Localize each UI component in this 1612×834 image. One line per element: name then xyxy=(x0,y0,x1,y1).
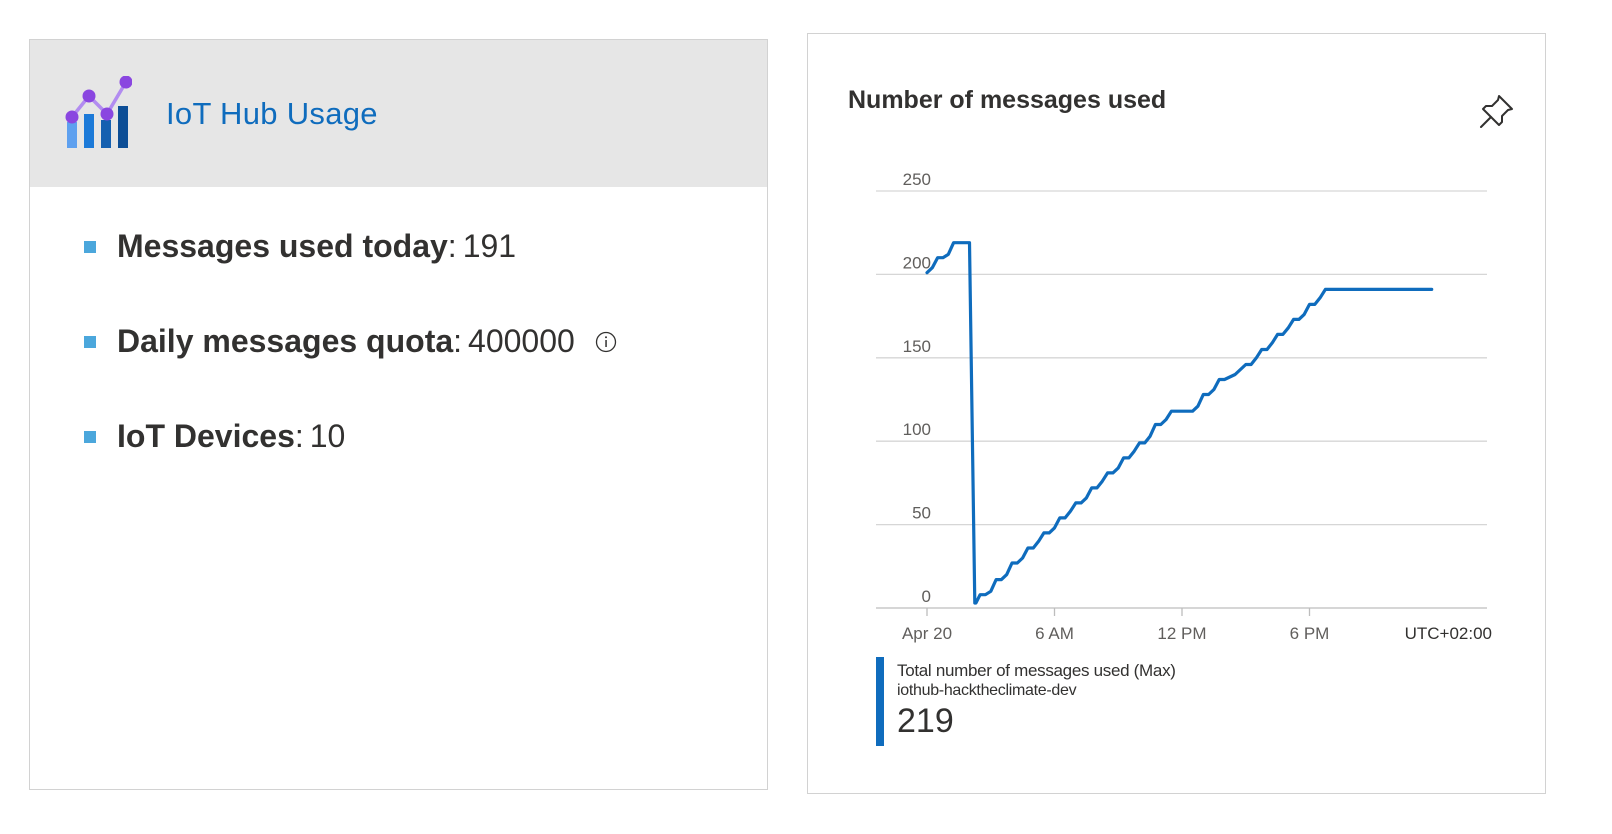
stat-label: IoT Devices xyxy=(117,418,295,454)
y-tick-label: 150 xyxy=(903,337,931,356)
chart-legend[interactable]: Total number of messages used (Max) ioth… xyxy=(876,657,1176,746)
stat-label: Messages used today xyxy=(117,228,448,264)
stat-colon: : xyxy=(294,418,304,454)
iot-hub-usage-chart-icon xyxy=(65,75,132,148)
iot-hub-usage-card: IoT Hub Usage Messages used today: 191 D… xyxy=(29,39,768,790)
stat-iot-devices: IoT Devices: 10 xyxy=(84,418,345,455)
messages-line-chart: 0 50 100 150 200 250 Apr 20 6 AM 12 PM 6 PM UTC+02… xyxy=(876,170,1492,643)
legend-value: 219 xyxy=(897,702,954,740)
y-tick-label: 250 xyxy=(903,170,931,189)
messages-chart-card[interactable]: Number of messages used 0 50 100 150 200 250 A… xyxy=(807,33,1546,794)
timezone-label: UTC+02:00 xyxy=(1405,624,1492,643)
stat-colon: : xyxy=(453,323,463,359)
stat-label: Daily messages quota xyxy=(117,323,454,359)
x-tick-label: 6 AM xyxy=(1035,624,1074,643)
bullet xyxy=(84,335,96,348)
stat-daily-messages-quota: Daily messages quota: 400000 xyxy=(84,323,617,360)
y-tick-label: 50 xyxy=(912,504,931,523)
series-line xyxy=(925,241,1434,605)
chart-title: Number of messages used xyxy=(848,86,1167,114)
x-tick-label: 6 PM xyxy=(1290,624,1330,643)
stat-value: 10 xyxy=(309,418,346,454)
usage-card-header: IoT Hub Usage xyxy=(30,40,767,187)
stat-value: 400000 xyxy=(468,323,575,359)
stat-colon: : xyxy=(447,228,457,264)
pin-icon[interactable] xyxy=(1478,92,1516,130)
x-tick-label: 12 PM xyxy=(1157,624,1206,643)
usage-card-title[interactable]: IoT Hub Usage xyxy=(166,95,378,131)
y-tick-label: 200 xyxy=(903,253,931,272)
y-tick-label: 0 xyxy=(922,587,931,606)
legend-metric-name: Total number of messages used (Max) xyxy=(897,661,1176,680)
y-tick-label: 100 xyxy=(903,420,931,439)
legend-resource-name: iothub-hacktheclimate-dev xyxy=(897,682,1077,699)
stat-value: 191 xyxy=(462,228,517,264)
stat-messages-used-today: Messages used today: 191 xyxy=(84,228,516,265)
bullet xyxy=(84,430,96,443)
bullet xyxy=(84,240,96,253)
info-icon[interactable] xyxy=(595,331,617,353)
x-tick-label: Apr 20 xyxy=(902,624,952,643)
